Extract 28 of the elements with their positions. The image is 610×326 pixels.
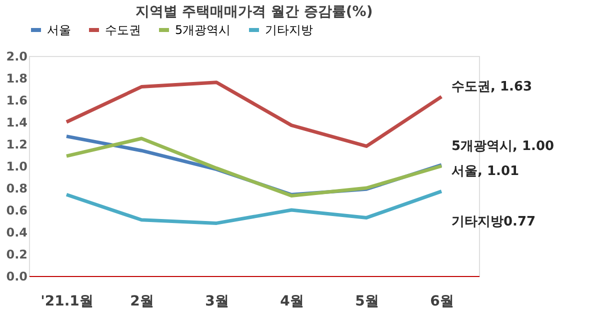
x-tick-label: 2월 xyxy=(130,294,154,310)
y-tick-label: 0.6 xyxy=(6,204,28,218)
x-tick-label: 5월 xyxy=(355,294,379,310)
y-tick-label: 1.4 xyxy=(6,116,28,130)
y-tick-label: 2.0 xyxy=(6,50,28,64)
y-tick-label: 1.2 xyxy=(6,138,28,152)
legend-label: 서울 xyxy=(47,23,71,37)
y-tick-label: 1.6 xyxy=(6,94,28,108)
y-tick-label: 0.4 xyxy=(6,226,28,240)
annotation: 수도권, 1.63 xyxy=(452,80,532,95)
x-tick-label: 4월 xyxy=(280,294,304,310)
annotation: 5개광역시, 1.00 xyxy=(452,139,554,154)
annotation: 서울, 1.01 xyxy=(452,164,520,179)
legend-label: 수도권 xyxy=(105,23,141,37)
y-tick-label: 0.0 xyxy=(6,270,28,284)
chart-title: 지역별 주택매매가격 월간 증감률(%) xyxy=(135,4,373,20)
x-tick-label: 6월 xyxy=(430,294,454,310)
line-series xyxy=(64,190,444,225)
x-tick-label: '21.1월 xyxy=(40,294,94,310)
y-tick-label: 0.8 xyxy=(6,182,28,196)
annotation: 기타지방0.77 xyxy=(452,214,536,230)
line-series xyxy=(64,80,444,148)
legend-label: 기타지방 xyxy=(265,23,313,37)
x-tick-label: 3월 xyxy=(205,294,229,310)
legend-label: 5개광역시 xyxy=(175,23,231,37)
y-tick-label: 1.8 xyxy=(6,72,28,86)
y-tick-label: 0.2 xyxy=(6,248,28,262)
y-tick-label: 1.0 xyxy=(6,160,28,174)
